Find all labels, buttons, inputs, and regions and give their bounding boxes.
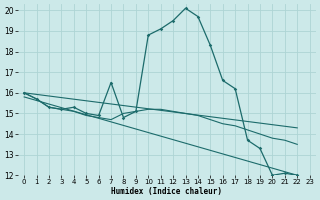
- X-axis label: Humidex (Indice chaleur): Humidex (Indice chaleur): [111, 187, 222, 196]
